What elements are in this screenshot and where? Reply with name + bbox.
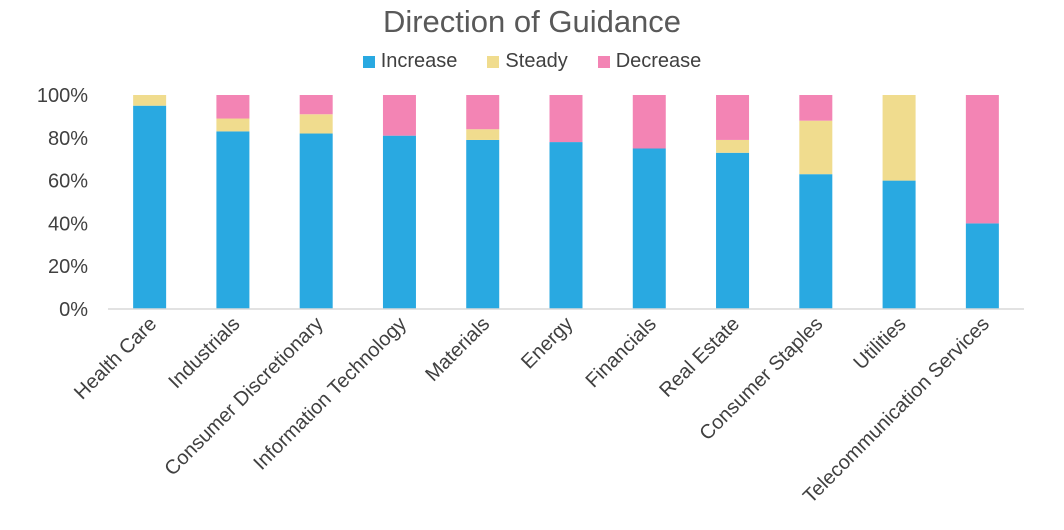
y-tick-label: 20%: [48, 256, 88, 278]
y-tick-label: 100%: [37, 85, 88, 107]
x-tick-label: Information Technology: [249, 313, 411, 475]
legend-item-increase: Increase: [362, 50, 458, 73]
bar-increase: [716, 152, 750, 309]
bar-increase: [216, 131, 250, 309]
legend-swatch-steady: [487, 55, 500, 68]
legend-label-steady: Steady: [505, 50, 568, 72]
bar-increase: [632, 148, 666, 309]
legend-swatch-decrease: [597, 55, 610, 68]
bar-increase: [882, 180, 916, 309]
bar-increase: [799, 174, 833, 309]
legend-swatch-increase: [362, 55, 375, 68]
bar-increase: [965, 223, 999, 309]
x-tick-label: Consumer Discretionary: [160, 313, 327, 480]
bar-increase: [133, 105, 167, 309]
y-tick-label: 0%: [59, 299, 88, 321]
bar-decrease: [632, 95, 666, 149]
chart-title: Direction of Guidance: [382, 4, 682, 39]
x-tick-label: Materials: [421, 313, 494, 386]
bar-decrease: [716, 95, 750, 140]
legend-item-steady: Steady: [487, 50, 568, 73]
bar-decrease: [466, 95, 500, 130]
x-tick-label: Utilities: [849, 313, 910, 374]
bar-decrease: [382, 95, 416, 136]
x-tick-label: Financials: [582, 313, 661, 392]
bar-decrease: [965, 95, 999, 224]
bar-increase: [299, 133, 333, 309]
x-tick-label: Industrials: [164, 313, 244, 393]
bar-steady: [466, 129, 500, 140]
bar-steady: [133, 95, 167, 106]
bar-steady: [799, 120, 833, 175]
bar-decrease: [216, 95, 250, 119]
bar-steady: [216, 118, 250, 132]
x-tick-label: Health Care: [70, 313, 161, 404]
y-tick-label: 60%: [48, 171, 88, 193]
bar-steady: [882, 95, 916, 181]
bar-increase: [382, 135, 416, 309]
y-tick-label: 40%: [48, 213, 88, 235]
bar-decrease: [299, 95, 333, 115]
legend-item-decrease: Decrease: [597, 50, 702, 73]
bar-decrease: [799, 95, 833, 121]
legend-label-increase: Increase: [380, 50, 458, 72]
bar-steady: [716, 139, 750, 153]
legend: Increase Steady Decrease: [0, 50, 1064, 73]
legend-label-decrease: Decrease: [615, 50, 702, 72]
bar-steady: [299, 114, 333, 134]
x-tick-label: Energy: [517, 313, 577, 373]
bar-decrease: [549, 95, 583, 143]
bar-increase: [549, 142, 583, 309]
x-tick-label: Real Estate: [655, 313, 744, 402]
y-tick-label: 80%: [48, 128, 88, 150]
bar-increase: [466, 139, 500, 309]
